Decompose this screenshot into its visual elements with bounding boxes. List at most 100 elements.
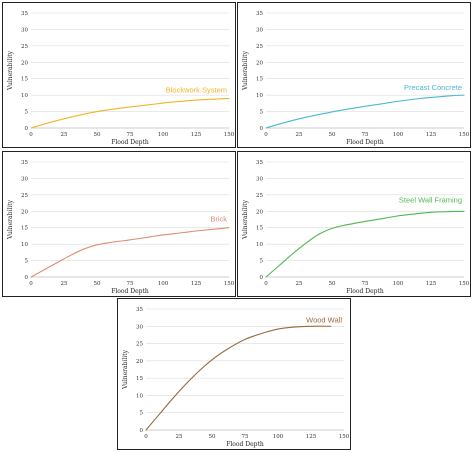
x-tick-label: 125 <box>306 434 317 440</box>
y-tick-label: 25 <box>256 44 263 50</box>
x-tick-label: 75 <box>362 132 369 138</box>
x-tick-label: 0 <box>144 434 148 440</box>
y-tick-label: 0 <box>25 275 29 281</box>
chart-panel-blockwork: 0 5 10 15 20 25 30 35 0 25 50 75 100 125 150 Flood Dept… <box>2 2 236 148</box>
y-tick-label: 35 <box>21 160 28 166</box>
y-axis-label: Vulnerability <box>7 50 14 91</box>
y-tick-label: 0 <box>140 428 144 434</box>
chart-svg: 0 5 10 15 20 25 30 35 0 25 50 75 100 125 150 Flood Dept… <box>122 307 350 448</box>
y-tick-label: 30 <box>256 27 263 33</box>
y-tick-label: 25 <box>21 193 28 199</box>
y-tick-label: 35 <box>136 307 143 313</box>
x-tick-label: 75 <box>127 281 134 287</box>
chart-svg: 0 5 10 15 20 25 30 35 0 25 50 75 100 125 150 Flood Dept… <box>7 160 235 295</box>
x-tick-label: 100 <box>393 281 404 287</box>
x-tick-label: 25 <box>176 434 183 440</box>
x-tick-label: 75 <box>242 434 249 440</box>
y-tick-label: 0 <box>25 126 29 132</box>
x-tick-label: 0 <box>264 132 268 138</box>
x-tick-label: 125 <box>191 132 202 138</box>
y-tick-label: 35 <box>21 11 28 17</box>
series-label: Brick <box>210 215 227 224</box>
y-tick-label: 25 <box>21 44 28 50</box>
series-line <box>30 227 230 278</box>
x-tick-label: 50 <box>329 132 336 138</box>
series-label: Steel Wall Framing <box>399 195 462 204</box>
series-line <box>145 325 332 431</box>
x-tick-label: 150 <box>459 132 470 138</box>
x-tick-label: 75 <box>362 281 369 287</box>
y-tick-label: 5 <box>25 259 29 265</box>
y-tick-label: 15 <box>256 226 263 232</box>
y-tick-label: 10 <box>21 93 28 99</box>
x-tick-label: 50 <box>94 132 101 138</box>
y-tick-label: 10 <box>256 93 263 99</box>
y-tick-label: 20 <box>256 209 263 215</box>
x-tick-label: 150 <box>459 281 470 287</box>
y-tick-label: 30 <box>21 176 28 182</box>
x-axis-label: Flood Depth <box>346 288 384 295</box>
x-tick-label: 50 <box>209 434 216 440</box>
x-tick-label: 100 <box>158 132 169 138</box>
y-axis-label: Vulnerability <box>122 349 129 390</box>
y-tick-label: 20 <box>21 60 28 66</box>
x-tick-label: 100 <box>393 132 404 138</box>
x-axis-label: Flood Depth <box>111 288 149 295</box>
y-tick-label: 15 <box>256 77 263 83</box>
y-tick-label: 25 <box>136 342 143 348</box>
y-axis-label: Vulnerability <box>7 199 14 240</box>
y-tick-label: 5 <box>260 259 264 265</box>
chart-panel-precast: 0 5 10 15 20 25 30 35 0 25 50 75 100 125 150 Flood Dept… <box>237 2 471 148</box>
y-tick-label: 5 <box>140 411 144 417</box>
x-tick-label: 25 <box>296 281 303 287</box>
x-tick-label: 25 <box>296 132 303 138</box>
x-tick-label: 50 <box>329 281 336 287</box>
y-tick-label: 15 <box>21 77 28 83</box>
y-tick-label: 15 <box>136 376 143 382</box>
series-label: Blockwork System <box>166 85 227 94</box>
y-tick-label: 35 <box>256 160 263 166</box>
chart-svg: 0 5 10 15 20 25 30 35 0 25 50 75 100 125 150 Flood Dept… <box>242 160 470 295</box>
y-tick-label: 35 <box>256 11 263 17</box>
series-line <box>30 97 230 129</box>
x-tick-label: 125 <box>191 281 202 287</box>
x-tick-label: 150 <box>339 434 350 440</box>
x-tick-label: 100 <box>158 281 169 287</box>
y-tick-label: 10 <box>21 242 28 248</box>
chart-svg: 0 5 10 15 20 25 30 35 0 25 50 75 100 125 150 Flood Dept… <box>242 11 470 146</box>
series-label: Precast Concrete <box>404 83 462 92</box>
x-tick-label: 75 <box>127 132 134 138</box>
y-tick-label: 0 <box>260 126 264 132</box>
chart-panel-brick: 0 5 10 15 20 25 30 35 0 25 50 75 100 125 150 Flood Dept… <box>2 151 236 297</box>
y-tick-label: 10 <box>136 393 143 399</box>
x-tick-label: 25 <box>61 132 68 138</box>
chart-svg: 0 5 10 15 20 25 30 35 0 25 50 75 100 125 150 Flood Dept… <box>7 11 235 146</box>
x-tick-label: 100 <box>273 434 284 440</box>
y-tick-label: 10 <box>256 242 263 248</box>
series-line <box>265 94 465 129</box>
x-axis-label: Flood Depth <box>226 441 264 448</box>
y-tick-label: 5 <box>25 110 29 116</box>
x-tick-label: 125 <box>426 132 437 138</box>
y-tick-label: 20 <box>21 209 28 215</box>
y-tick-label: 30 <box>256 176 263 182</box>
y-axis-label: Vulnerability <box>242 199 249 240</box>
x-tick-label: 125 <box>426 281 437 287</box>
x-tick-label: 50 <box>94 281 101 287</box>
x-tick-label: 0 <box>29 281 33 287</box>
x-tick-label: 0 <box>29 132 33 138</box>
x-tick-label: 0 <box>264 281 268 287</box>
y-tick-label: 15 <box>21 226 28 232</box>
y-tick-label: 30 <box>136 324 143 330</box>
x-tick-label: 150 <box>224 132 235 138</box>
chart-panel-steel: 0 5 10 15 20 25 30 35 0 25 50 75 100 125 150 Flood Dept… <box>237 151 471 297</box>
y-tick-label: 5 <box>260 110 264 116</box>
x-axis-label: Flood Depth <box>111 139 149 146</box>
y-tick-label: 20 <box>136 359 143 365</box>
x-axis-label: Flood Depth <box>346 139 384 146</box>
series-label: Wood Wall <box>306 315 342 324</box>
y-axis-label: Vulnerability <box>242 50 249 91</box>
y-tick-label: 25 <box>256 193 263 199</box>
series-line <box>265 210 465 278</box>
chart-panel-wood: 0 5 10 15 20 25 30 35 0 25 50 75 100 125 150 Flood Dept… <box>117 298 351 450</box>
